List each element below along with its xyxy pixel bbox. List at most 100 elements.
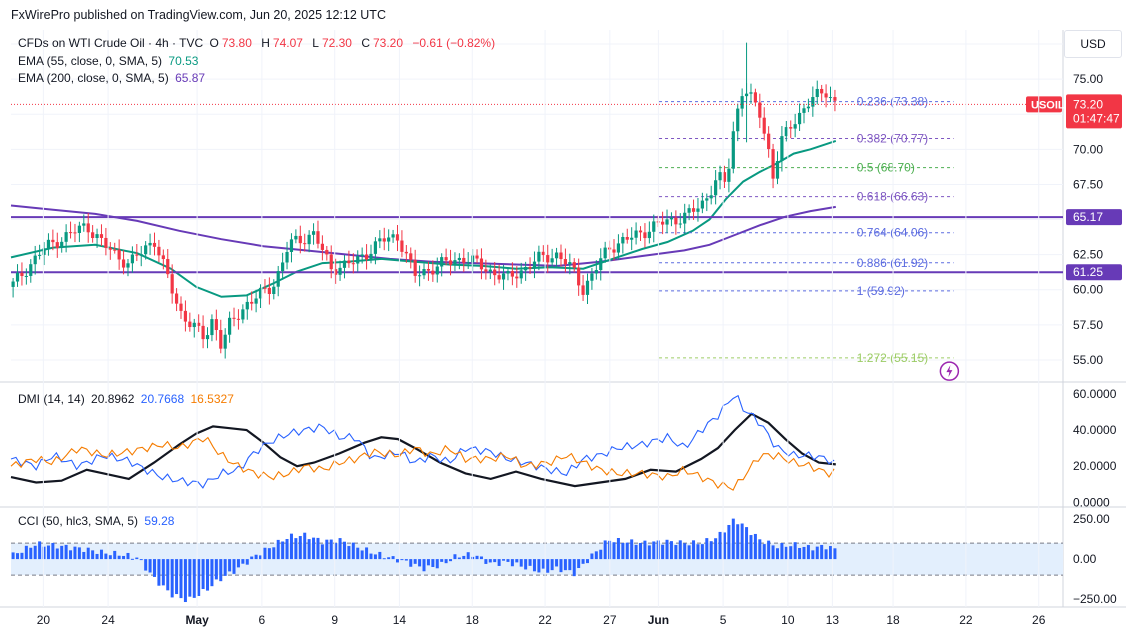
candle-body bbox=[457, 257, 461, 261]
candle-body bbox=[38, 254, 42, 256]
change-value: −0.61 (−0.82%) bbox=[412, 36, 496, 50]
cci-bar bbox=[767, 540, 771, 560]
candle-body bbox=[157, 246, 161, 256]
candle-body bbox=[740, 96, 744, 109]
cci-bar bbox=[175, 559, 179, 595]
cci-bar bbox=[373, 554, 377, 560]
cci-bar bbox=[665, 539, 669, 560]
candle-body bbox=[205, 335, 210, 340]
cci-bar bbox=[64, 544, 68, 560]
candle-body bbox=[342, 260, 347, 268]
candle-body bbox=[29, 264, 33, 276]
candle-body bbox=[86, 223, 90, 233]
candle-body bbox=[577, 267, 581, 286]
candle-body bbox=[391, 234, 395, 238]
cci-bar bbox=[771, 545, 775, 560]
candle-body bbox=[669, 217, 674, 220]
candle-body bbox=[546, 255, 550, 263]
plus-di-value: 20.7668 bbox=[140, 392, 185, 406]
cci-bar bbox=[546, 559, 550, 573]
candle-body bbox=[691, 208, 696, 212]
dmi-series-plus-di bbox=[10, 394, 835, 489]
cci-bar bbox=[157, 559, 161, 586]
ema55-legend[interactable]: EMA (55, close, 0, SMA, 5) 70.53 bbox=[18, 54, 201, 68]
cci-bar bbox=[391, 556, 395, 560]
candle-body bbox=[466, 262, 470, 264]
candle-body bbox=[736, 108, 740, 132]
fib-level-label: 1.272 (55.15) bbox=[857, 351, 928, 365]
candle-body bbox=[815, 88, 819, 98]
cci-legend[interactable]: CCI (50, hlc3, SMA, 5) 59.28 bbox=[18, 514, 177, 528]
candle-body bbox=[68, 232, 73, 234]
cci-bar bbox=[647, 545, 651, 560]
cci-bar bbox=[245, 559, 249, 565]
cci-bar bbox=[789, 546, 793, 560]
bar-countdown-label: 01:47:47 bbox=[1073, 111, 1120, 125]
fib-level-label: 1 (59.92) bbox=[857, 284, 905, 298]
cci-bar bbox=[577, 559, 581, 569]
candle-body bbox=[568, 262, 572, 265]
symbol-tag-label: USOIL bbox=[1031, 99, 1065, 111]
fib-level-label: 0.382 (70.77) bbox=[857, 132, 928, 146]
candle-body bbox=[130, 254, 135, 264]
cci-bar bbox=[709, 541, 713, 560]
candle-body bbox=[356, 256, 360, 264]
cci-bar bbox=[369, 553, 373, 560]
cci-bar bbox=[727, 524, 731, 560]
ema200-value: 65.87 bbox=[175, 71, 206, 85]
minus-di-value: 16.5327 bbox=[190, 392, 234, 406]
candle-body bbox=[170, 274, 174, 294]
cci-bar bbox=[811, 550, 815, 560]
dmi-legend[interactable]: DMI (14, 14) 20.8962 20.7668 16.5327 bbox=[18, 392, 237, 406]
candle-body bbox=[188, 321, 192, 328]
candle-body bbox=[33, 255, 37, 265]
candle-body bbox=[647, 231, 651, 239]
ema55-label: EMA (55, close, 0, SMA, 5) bbox=[18, 54, 163, 68]
cci-bar bbox=[669, 541, 673, 560]
cci-bar bbox=[351, 542, 355, 560]
candle-body bbox=[387, 237, 391, 242]
candle-body bbox=[347, 260, 351, 264]
cci-bar bbox=[46, 545, 50, 560]
cci-bar bbox=[130, 558, 134, 560]
candle-body bbox=[369, 253, 373, 260]
cci-bar bbox=[382, 558, 386, 560]
candle-body bbox=[550, 258, 554, 263]
symbol-title[interactable]: CFDs on WTI Crude Oil · 4h · TVC bbox=[18, 36, 204, 50]
candle-body bbox=[276, 271, 280, 287]
cci-bar bbox=[585, 559, 589, 564]
cci-bar bbox=[33, 545, 37, 560]
cci-bar bbox=[510, 559, 514, 567]
candle-body bbox=[630, 237, 634, 240]
candle-body bbox=[762, 117, 766, 134]
candle-body bbox=[55, 242, 59, 249]
candle-body bbox=[780, 136, 784, 162]
candle-body bbox=[749, 92, 753, 94]
candle-body bbox=[316, 231, 320, 244]
cci-bar bbox=[550, 559, 554, 571]
cci-bar bbox=[493, 559, 497, 563]
cci-bar bbox=[82, 551, 86, 560]
candle-body bbox=[453, 260, 457, 265]
candle-body bbox=[806, 106, 811, 109]
cci-bar bbox=[683, 543, 687, 560]
candle-body bbox=[99, 234, 104, 238]
publisher-credit: FxWirePro published on TradingView.com, … bbox=[11, 8, 386, 22]
candle-body bbox=[594, 270, 598, 274]
cci-bar bbox=[599, 549, 603, 560]
candle-body bbox=[683, 212, 687, 224]
candle-body bbox=[228, 317, 232, 335]
fib-level-label: 0.764 (64.06) bbox=[857, 226, 928, 240]
ema200-legend[interactable]: EMA (200, close, 0, SMA, 5) 65.87 bbox=[18, 71, 208, 85]
candle-body bbox=[590, 273, 594, 281]
candle-body bbox=[828, 97, 833, 99]
candle-body bbox=[121, 259, 126, 268]
currency-button[interactable]: USD bbox=[1064, 30, 1122, 58]
cci-bar bbox=[135, 557, 139, 560]
cci-tick-label: 0.00 bbox=[1073, 552, 1097, 566]
cci-bar bbox=[758, 539, 762, 560]
candle-body bbox=[431, 270, 435, 275]
cci-bar bbox=[519, 559, 523, 567]
candle-body bbox=[382, 238, 386, 242]
ema200-label: EMA (200, close, 0, SMA, 5) bbox=[18, 71, 169, 85]
